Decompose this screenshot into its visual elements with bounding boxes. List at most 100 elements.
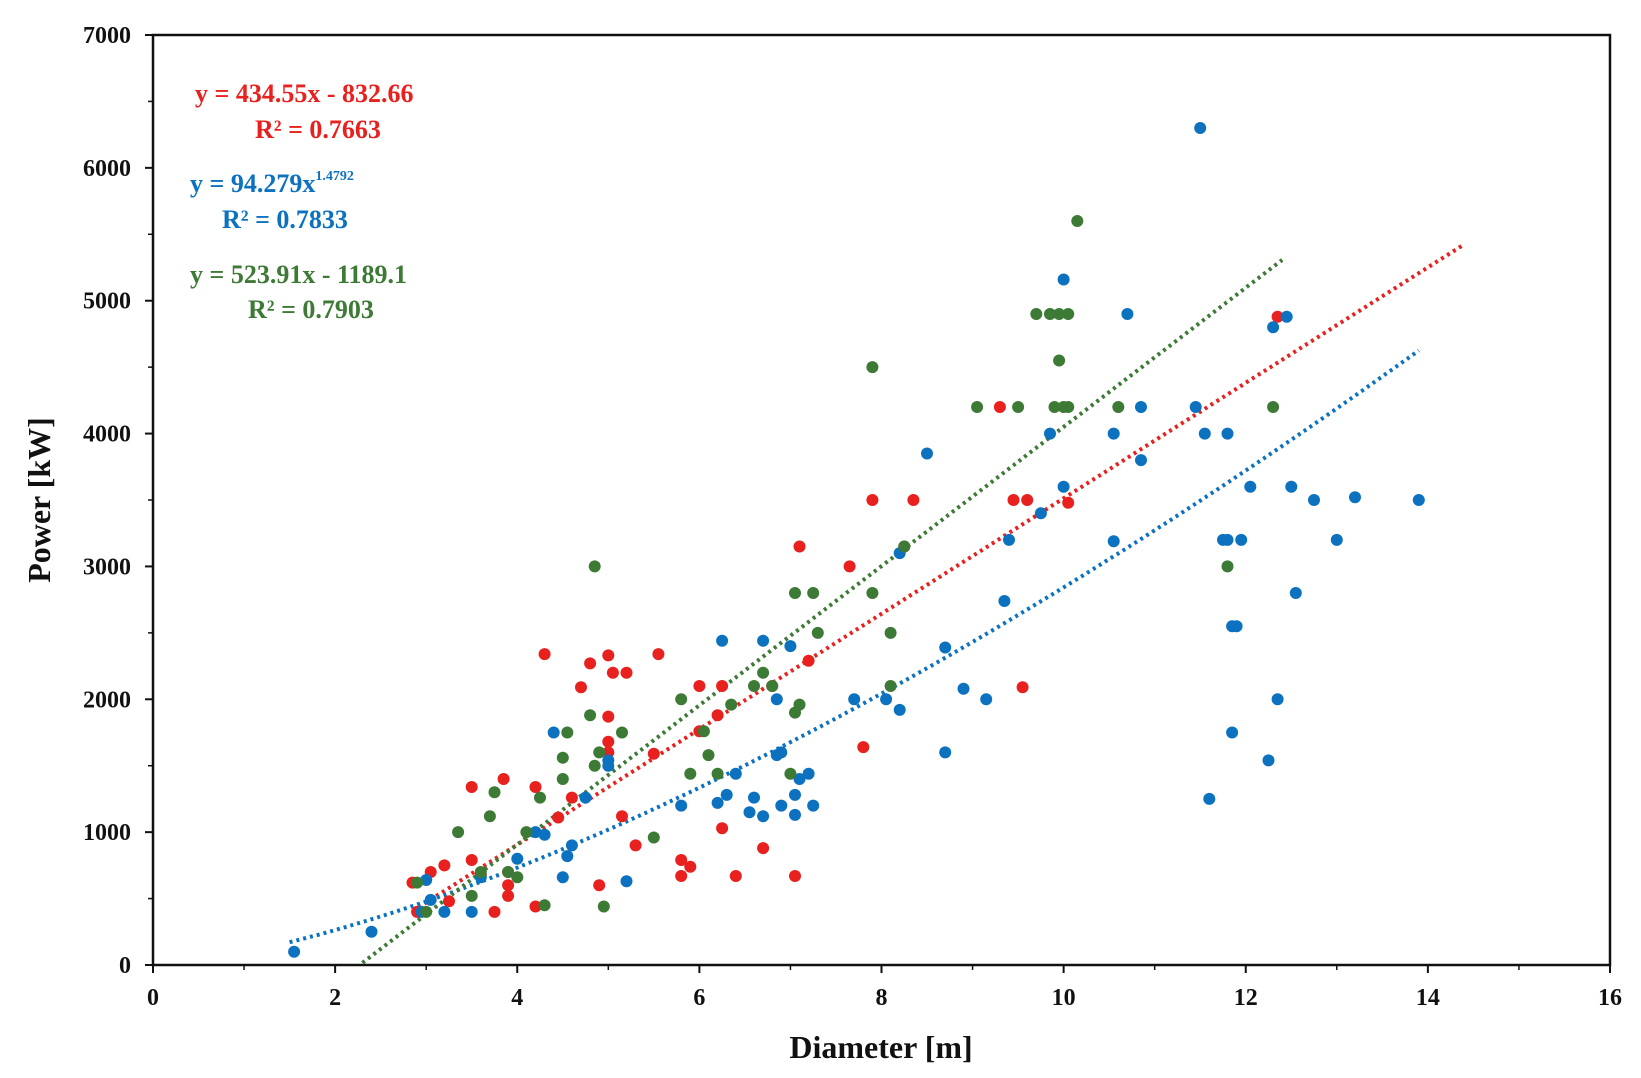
red-data-point (465, 854, 478, 866)
red-data-point (675, 854, 688, 866)
green-data-point (584, 709, 597, 722)
blue-data-point (1230, 620, 1243, 633)
red-data-point (675, 870, 688, 882)
red-data-point (602, 710, 615, 723)
blue-data-point (288, 945, 301, 958)
blue-equation: y = 94.279x1.4792 (190, 169, 354, 198)
green-data-point (675, 693, 688, 706)
blue-data-point (1107, 535, 1120, 548)
blue-data-point (556, 871, 569, 884)
blue-data-point (748, 791, 760, 804)
green-data-point (866, 361, 879, 374)
x-axis-title: Diameter [m] (789, 1029, 972, 1065)
blue-data-point (675, 799, 688, 812)
red-data-point (789, 870, 801, 882)
blue-data-point (743, 806, 756, 819)
green-data-point (1048, 401, 1061, 413)
red-data-point (575, 681, 587, 694)
blue-data-point (1271, 693, 1284, 706)
green-data-point (811, 626, 824, 639)
y-axis-title: Power [kW] (21, 417, 57, 583)
blue-data-point (547, 726, 560, 739)
green-equation: y = 523.91x - 1189.1 (190, 260, 407, 289)
green-data-point (534, 791, 546, 804)
red-data-point (565, 791, 578, 804)
blue-data-point (420, 874, 433, 886)
green-data-point (588, 759, 601, 772)
green-data-point (556, 751, 569, 764)
green-data-point (556, 773, 569, 785)
blue-data-point (720, 788, 733, 801)
blue-data-point (1221, 533, 1234, 546)
green-data-point (511, 871, 524, 884)
green-data-point (748, 680, 760, 692)
x-tick-label: 4 (511, 985, 523, 1011)
red-data-point (497, 773, 510, 785)
y-tick-label: 4000 (83, 422, 131, 448)
green-data-point (766, 680, 779, 692)
blue-data-point (880, 693, 893, 706)
blue-data-point (1003, 533, 1015, 546)
red-data-point (1271, 310, 1284, 323)
blue-data-point (1226, 726, 1239, 739)
blue-data-point (1412, 494, 1425, 506)
red-data-point (443, 895, 455, 908)
blue-data-point (1203, 792, 1216, 805)
green-data-point (789, 587, 801, 599)
green-data-point (793, 698, 806, 711)
green-data-point (502, 866, 515, 878)
red-data-point (602, 735, 615, 748)
green-data-point (1267, 401, 1280, 413)
red-data-point (1021, 494, 1034, 506)
blue-data-point (757, 810, 770, 823)
red-data-point (529, 900, 542, 913)
blue-data-point (1057, 273, 1070, 286)
green-data-point (1062, 401, 1075, 413)
blue-data-point (438, 905, 451, 918)
green-data-point (697, 725, 710, 738)
blue-data-point (365, 925, 378, 938)
green-data-point (465, 889, 478, 902)
green-data-point (616, 726, 628, 739)
green-data-point (711, 767, 724, 780)
x-tick-label: 16 (1598, 985, 1622, 1011)
green-data-point (1030, 308, 1043, 320)
green-data-point (452, 826, 465, 839)
blue-data-point (1221, 427, 1234, 440)
red-data-point (907, 494, 920, 506)
green-data-point (538, 899, 551, 912)
blue-data-point (1107, 427, 1120, 440)
tick-layer: 0 2 4 6 8 10 12 14 16 0 1000 2000 3000 4000 5000 6000 70… (83, 23, 1622, 1011)
blue-data-point (998, 595, 1011, 607)
blue-data-point (529, 826, 542, 839)
green-data-point (411, 876, 424, 889)
blue-data-point (1349, 491, 1361, 504)
blue-data-point (1330, 533, 1343, 546)
y-tick-label: 3000 (83, 554, 131, 580)
blue-data-point (1189, 401, 1202, 413)
blue-data-point (729, 767, 742, 780)
red-data-point (716, 680, 729, 692)
x-tick-label: 10 (1052, 985, 1076, 1011)
blue-data-point (579, 791, 592, 804)
x-tick-label: 2 (329, 985, 341, 1011)
red-data-point (716, 822, 729, 835)
blue-r2: R² = 0.7833 (222, 205, 348, 234)
x-tick-label: 8 (876, 985, 888, 1011)
red-data-point (465, 781, 478, 793)
green-data-point (647, 831, 660, 844)
red-equation: y = 434.55x - 832.66 (195, 79, 413, 108)
blue-data-point (538, 828, 551, 841)
x-tick-label: 14 (1416, 985, 1440, 1011)
green-data-point (1053, 308, 1066, 320)
blue-data-point (1289, 587, 1302, 599)
blue-data-point (957, 682, 970, 695)
blue-data-point (1198, 427, 1211, 440)
blue-equation-exponent: 1.4792 (315, 169, 354, 184)
y-tick-label: 6000 (83, 156, 131, 182)
green-data-point (1053, 354, 1066, 367)
red-data-point (502, 879, 515, 892)
red-data-point (1062, 496, 1075, 509)
blue-data-point (757, 634, 770, 647)
blue-data-point (893, 703, 906, 716)
